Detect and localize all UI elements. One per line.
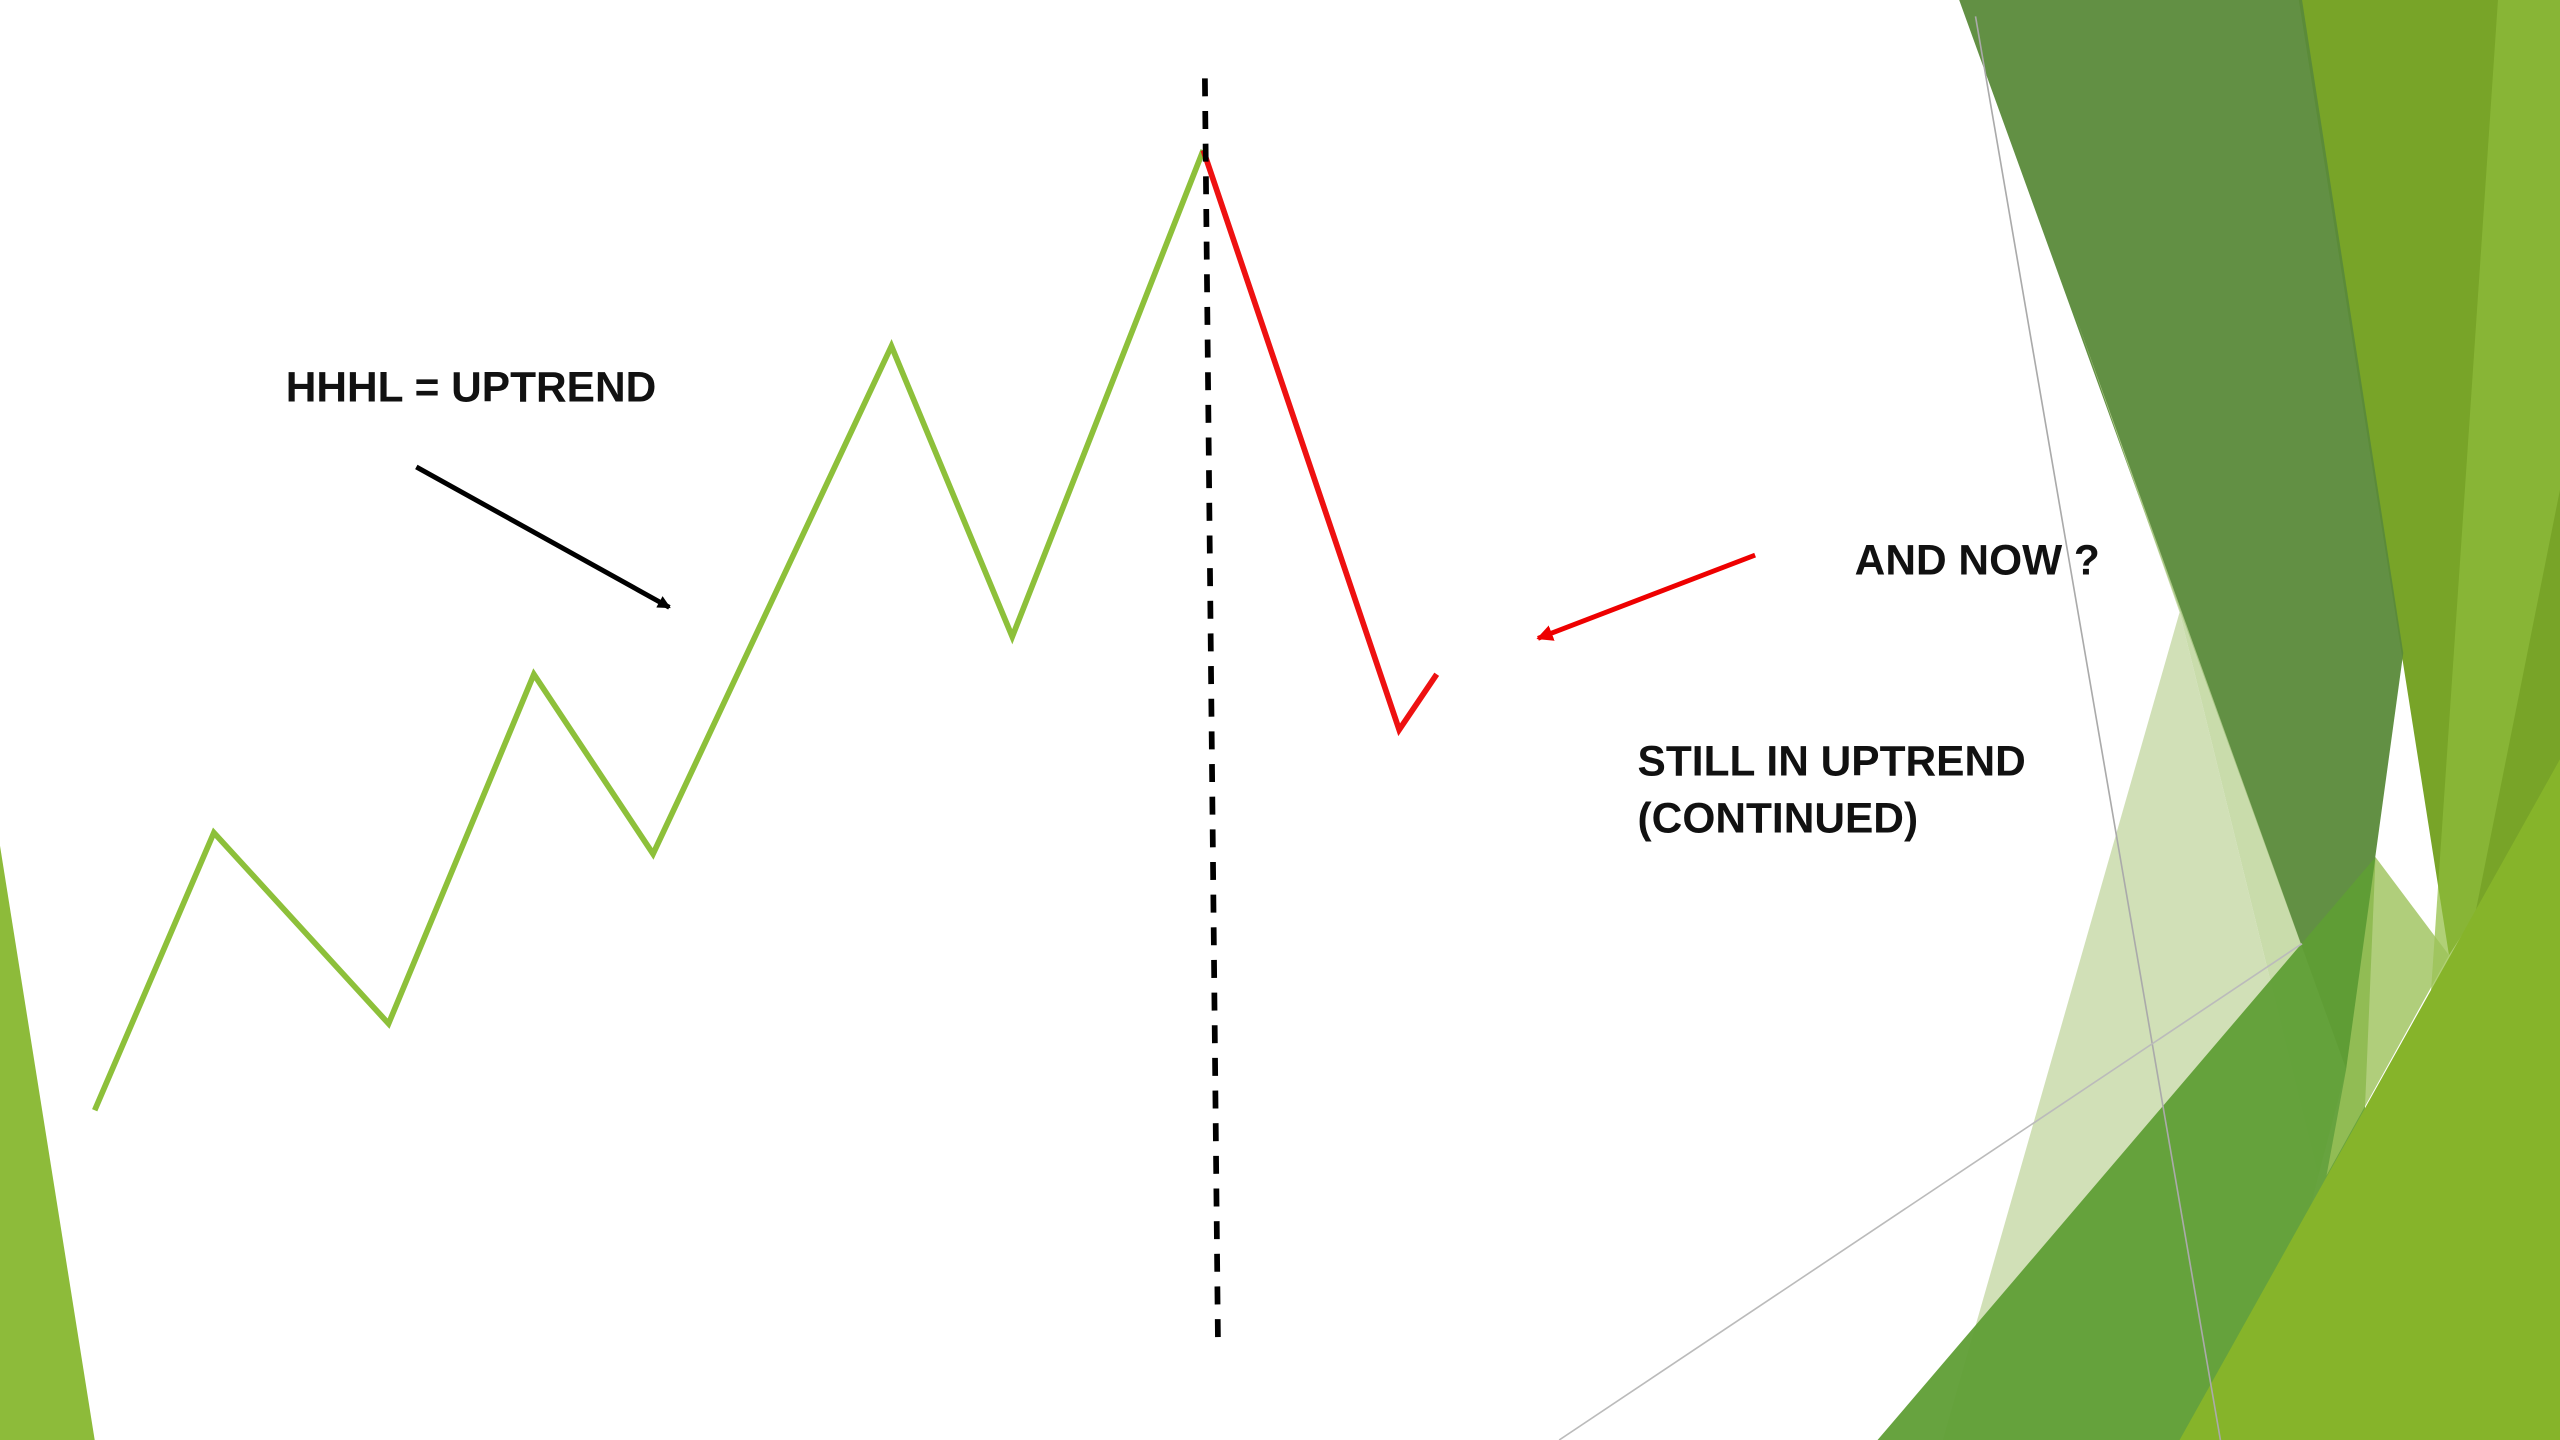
answer-line: (CONTINUED) bbox=[1638, 795, 1919, 842]
left-strip bbox=[0, 845, 95, 1440]
trend-label: HHHL = UPTREND bbox=[286, 364, 657, 411]
deco-shape bbox=[1959, 0, 2404, 1070]
arrow bbox=[415, 464, 671, 610]
uptrend-line bbox=[92, 149, 1206, 1112]
deco-line bbox=[1558, 942, 2303, 1440]
deco-shape bbox=[1877, 857, 2376, 1440]
deco-shape bbox=[2179, 759, 2560, 1440]
question-label: AND NOW ? bbox=[1855, 537, 2100, 584]
answer-line: STILL IN UPTREND bbox=[1638, 738, 2026, 785]
divider-dashed bbox=[1202, 78, 1221, 1343]
pullback-line bbox=[1200, 149, 1440, 737]
deco-line bbox=[1974, 16, 2222, 1440]
deco-shape bbox=[2416, 0, 2560, 1209]
deco-shape bbox=[2326, 857, 2449, 1176]
arrow bbox=[1536, 552, 1756, 641]
